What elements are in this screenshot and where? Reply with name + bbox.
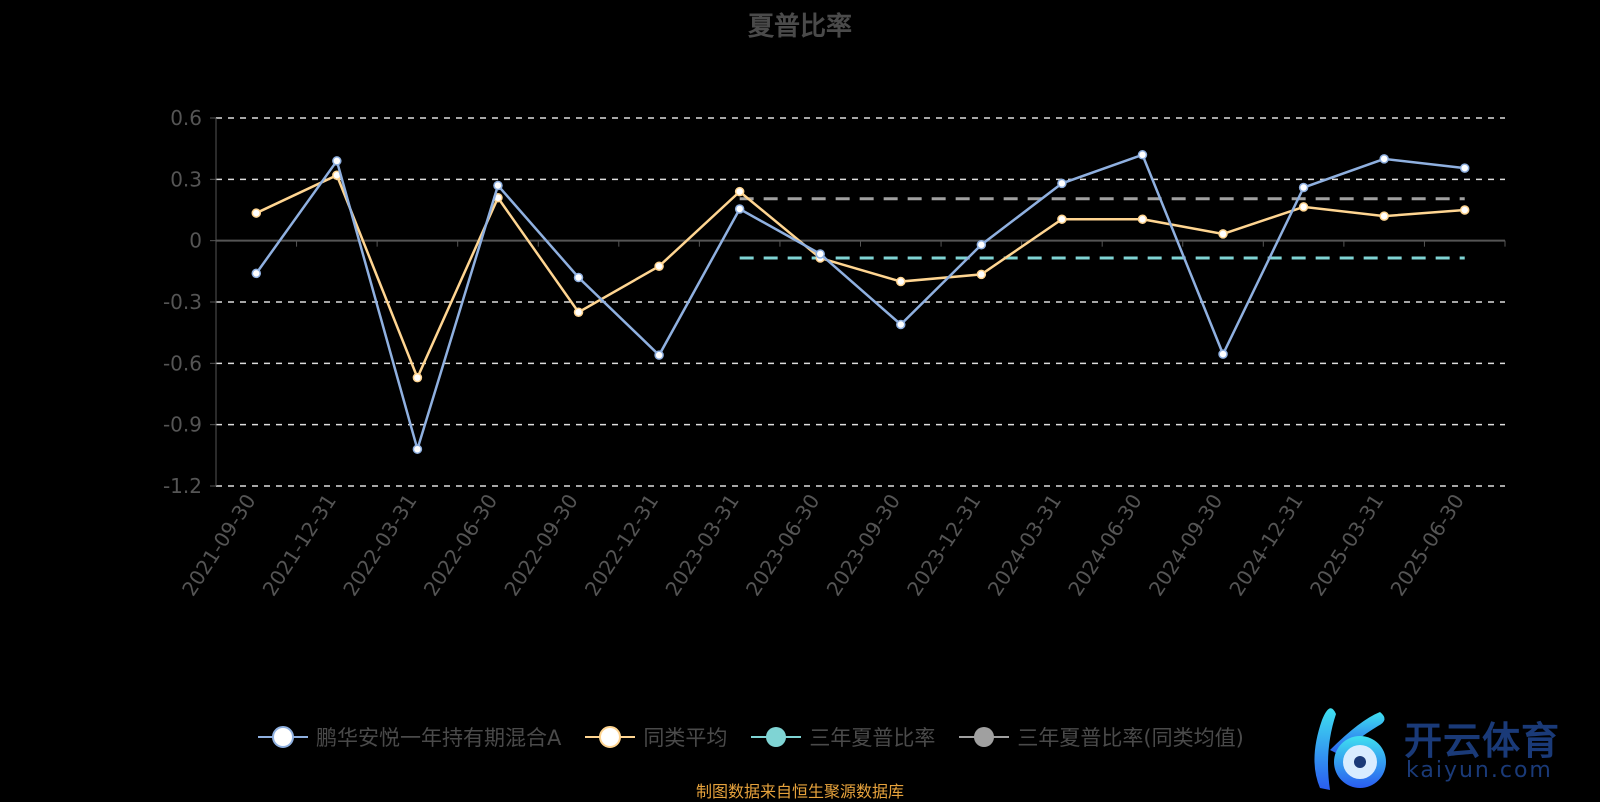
y-tick-label: -0.3 <box>163 290 202 314</box>
data-point <box>654 350 664 360</box>
data-point <box>976 269 987 280</box>
data-point <box>1459 163 1470 173</box>
data-point <box>1298 182 1309 193</box>
x-tick-label: 2025-03-31 <box>1305 490 1388 601</box>
kaiyun-logo-icon <box>1314 708 1386 790</box>
x-tick-label: 2024-12-31 <box>1224 490 1307 601</box>
data-point <box>1057 178 1067 189</box>
data-source-note: 制图数据来自恒生聚源数据库 <box>695 782 904 801</box>
x-tick-label: 2022-03-31 <box>338 490 421 601</box>
watermark-url: kaiyun.com <box>1406 758 1553 783</box>
data-point <box>332 156 342 166</box>
x-tick-label: 2023-03-31 <box>660 490 743 601</box>
x-tick-label: 2023-06-30 <box>741 490 824 601</box>
data-point <box>1137 150 1148 160</box>
y-tick-label: -0.9 <box>163 413 202 437</box>
y-tick-label: -1.2 <box>163 474 202 498</box>
x-tick-label: 2022-09-30 <box>499 490 582 601</box>
legend: 鹏华安悦一年持有期混合A 同类平均 三年夏普比率 三年夏普比率(同类均值) <box>258 722 1268 752</box>
data-point <box>896 276 906 287</box>
data-point <box>815 249 825 259</box>
legend-item-peer-average[interactable]: 同类平均 <box>585 722 727 752</box>
x-tick-label: 2024-09-30 <box>1144 490 1227 601</box>
data-point <box>493 180 503 191</box>
legend-marker-icon <box>751 727 802 747</box>
legend-label: 三年夏普比率 <box>809 726 936 750</box>
data-point <box>573 307 584 317</box>
chart-title: 夏普比率 <box>747 12 852 42</box>
y-tick-label: 0.3 <box>170 167 202 191</box>
series-line <box>255 173 1465 381</box>
x-tick-label: 2024-03-31 <box>983 490 1066 601</box>
legend-label: 同类平均 <box>643 726 728 750</box>
legend-label: 三年夏普比率(同类均值) <box>1017 726 1244 750</box>
legend-item-fund[interactable]: 鹏华安悦一年持有期混合A <box>258 722 561 752</box>
x-tick-label: 2021-09-30 <box>177 490 260 601</box>
legend-item-3y-sharpe-peer[interactable]: 三年夏普比率(同类均值) <box>959 722 1244 752</box>
legend-label: 鹏华安悦一年持有期混合A <box>316 726 562 750</box>
data-point <box>1218 229 1228 239</box>
data-point <box>1137 214 1148 224</box>
legend-marker-icon <box>585 726 636 748</box>
data-point <box>1057 214 1067 224</box>
x-tick-label: 2021-12-31 <box>258 490 341 601</box>
x-tick-label: 2025-06-30 <box>1385 490 1468 601</box>
data-point <box>654 261 664 271</box>
legend-marker-icon <box>959 727 1010 747</box>
data-point <box>734 204 745 214</box>
x-tick-label: 2023-12-31 <box>902 490 985 601</box>
y-tick-label: 0.6 <box>170 106 202 130</box>
data-point <box>1379 154 1389 164</box>
x-tick-label: 2022-06-30 <box>419 490 502 601</box>
data-point <box>573 272 584 283</box>
data-point <box>1379 211 1389 221</box>
watermark-text: 开云体育 <box>1404 719 1561 763</box>
data-point <box>1298 202 1309 212</box>
legend-marker-icon <box>258 726 308 748</box>
data-point <box>412 372 423 383</box>
data-point <box>1459 205 1470 215</box>
data-point <box>251 208 262 218</box>
watermark-logo: 开云体育 kaiyun.com <box>1300 700 1600 800</box>
series-line <box>255 153 1465 454</box>
data-point <box>976 240 987 250</box>
x-tick-label: 2023-09-30 <box>822 490 905 601</box>
x-tick-label: 2022-12-31 <box>580 490 663 601</box>
y-tick-label: 0 <box>189 229 202 253</box>
sharpe-ratio-chart: 0.6 0.3 0 -0.3 -0.6 -0.9 -1.22021-09-302021-12… <box>163 106 1506 601</box>
data-point <box>896 319 906 330</box>
data-point <box>412 444 423 454</box>
data-point <box>1218 349 1228 359</box>
x-tick-label: 2024-06-30 <box>1063 490 1146 601</box>
data-point <box>734 186 745 197</box>
legend-item-3y-sharpe[interactable]: 三年夏普比率 <box>751 722 935 752</box>
y-tick-label: -0.6 <box>163 351 202 375</box>
data-point <box>251 268 262 279</box>
